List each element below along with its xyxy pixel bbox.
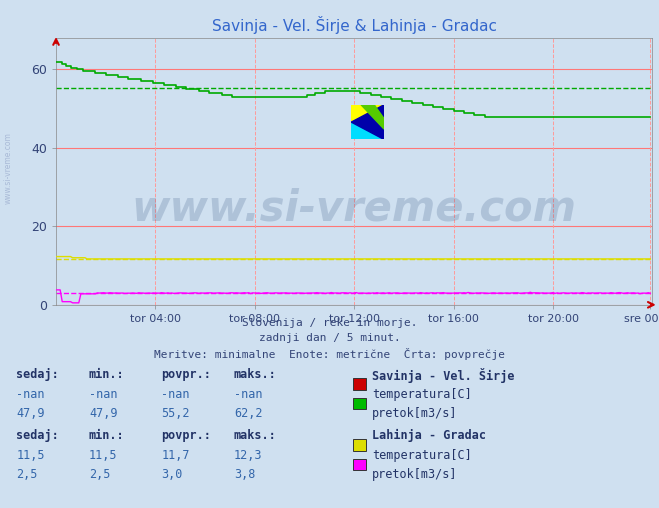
Text: Lahinja - Gradac: Lahinja - Gradac	[372, 429, 486, 442]
Text: povpr.:: povpr.:	[161, 368, 212, 382]
Text: 11,7: 11,7	[161, 449, 190, 462]
Text: 2,5: 2,5	[16, 468, 38, 481]
Text: 2,5: 2,5	[89, 468, 110, 481]
Text: sedaj:: sedaj:	[16, 429, 59, 442]
Text: 3,8: 3,8	[234, 468, 255, 481]
Text: Slovenija / reke in morje.: Slovenija / reke in morje.	[242, 318, 417, 328]
Text: maks.:: maks.:	[234, 368, 277, 382]
Text: 11,5: 11,5	[89, 449, 117, 462]
Polygon shape	[351, 105, 384, 122]
Text: -nan: -nan	[161, 388, 190, 401]
Text: maks.:: maks.:	[234, 429, 277, 442]
Text: Savinja - Vel. Širje: Savinja - Vel. Širje	[372, 368, 515, 384]
Text: www.si-vreme.com: www.si-vreme.com	[3, 132, 13, 204]
Title: Savinja - Vel. Širje & Lahinja - Gradac: Savinja - Vel. Širje & Lahinja - Gradac	[212, 16, 497, 34]
Text: min.:: min.:	[89, 368, 125, 382]
Text: 12,3: 12,3	[234, 449, 262, 462]
Text: temperatura[C]: temperatura[C]	[372, 388, 472, 401]
Text: 47,9: 47,9	[89, 407, 117, 420]
Text: zadnji dan / 5 minut.: zadnji dan / 5 minut.	[258, 333, 401, 343]
Text: sedaj:: sedaj:	[16, 368, 59, 382]
Text: pretok[m3/s]: pretok[m3/s]	[372, 468, 458, 481]
Text: pretok[m3/s]: pretok[m3/s]	[372, 407, 458, 420]
Text: 47,9: 47,9	[16, 407, 45, 420]
Text: -nan: -nan	[234, 388, 262, 401]
Text: 62,2: 62,2	[234, 407, 262, 420]
Text: 11,5: 11,5	[16, 449, 45, 462]
Text: -nan: -nan	[16, 388, 45, 401]
Polygon shape	[351, 122, 384, 139]
Text: temperatura[C]: temperatura[C]	[372, 449, 472, 462]
Text: 3,0: 3,0	[161, 468, 183, 481]
Text: Meritve: minimalne  Enote: metrične  Črta: povprečje: Meritve: minimalne Enote: metrične Črta:…	[154, 348, 505, 360]
Polygon shape	[351, 105, 384, 139]
Text: -nan: -nan	[89, 388, 117, 401]
Text: min.:: min.:	[89, 429, 125, 442]
Text: 55,2: 55,2	[161, 407, 190, 420]
Text: www.si-vreme.com: www.si-vreme.com	[132, 188, 577, 230]
Polygon shape	[361, 105, 384, 129]
Text: povpr.:: povpr.:	[161, 429, 212, 442]
